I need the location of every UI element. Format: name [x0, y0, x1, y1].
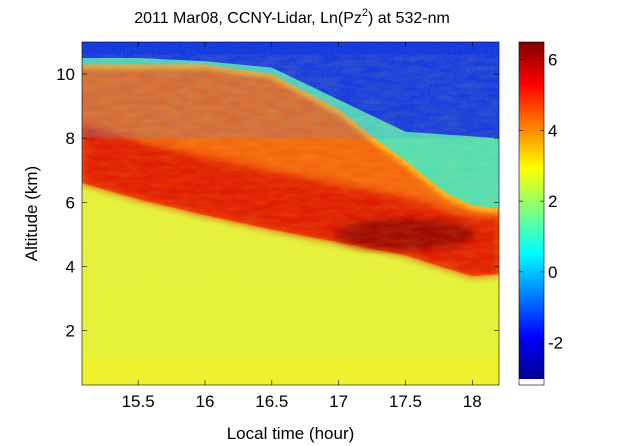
colorbar-frame: [518, 41, 545, 386]
x-tick-label: 17.5: [389, 392, 422, 411]
colorbar-ticks: -2 0 2 4 6: [519, 51, 563, 353]
y-tick-label: 10: [56, 65, 75, 84]
chart-title-tail: ) at 532-nm: [368, 10, 450, 27]
x-tick-label: 18: [463, 392, 482, 411]
x-axis: 15.5 16 16.5 17 17.5 18: [122, 42, 482, 411]
x-tick-label: 17: [329, 392, 348, 411]
y-axis: 2 4 6 8 10: [56, 65, 499, 341]
chart-title: 2011 Mar08, CCNY-Lidar, Ln(Pz2) at 532-n…: [134, 7, 450, 27]
colorbar-tick-label: 6: [548, 51, 557, 70]
colorbar-empty-cap: [519, 379, 544, 385]
x-tick-label: 15.5: [122, 392, 155, 411]
heatmap-plot: [82, 42, 499, 385]
colorbar-tick-label: 2: [548, 192, 557, 211]
aerosol-texture: [82, 54, 499, 280]
plot-frame: [81, 41, 500, 386]
y-tick-label: 4: [66, 257, 75, 276]
colorbar-gradient: [519, 42, 544, 379]
x-tick-label: 16: [196, 392, 215, 411]
chart-title-main: 2011 Mar08, CCNY-Lidar, Ln(Pz: [134, 10, 362, 27]
x-tick-label: 16.5: [255, 392, 288, 411]
x-axis-label: Local time (hour): [227, 424, 355, 443]
chart-title-superscript: 2: [362, 7, 368, 19]
near-surface-band: [82, 356, 499, 385]
y-tick-label: 6: [66, 193, 75, 212]
colorbar-tick-label: 4: [548, 121, 557, 140]
y-axis-label: Altitude (km): [22, 166, 41, 261]
colorbar-tick-label: -2: [548, 334, 563, 353]
colorbar: -2 0 2 4 6: [518, 41, 563, 386]
colorbar-tick-label: 0: [548, 263, 557, 282]
y-tick-label: 8: [66, 129, 75, 148]
y-tick-label: 2: [66, 322, 75, 341]
